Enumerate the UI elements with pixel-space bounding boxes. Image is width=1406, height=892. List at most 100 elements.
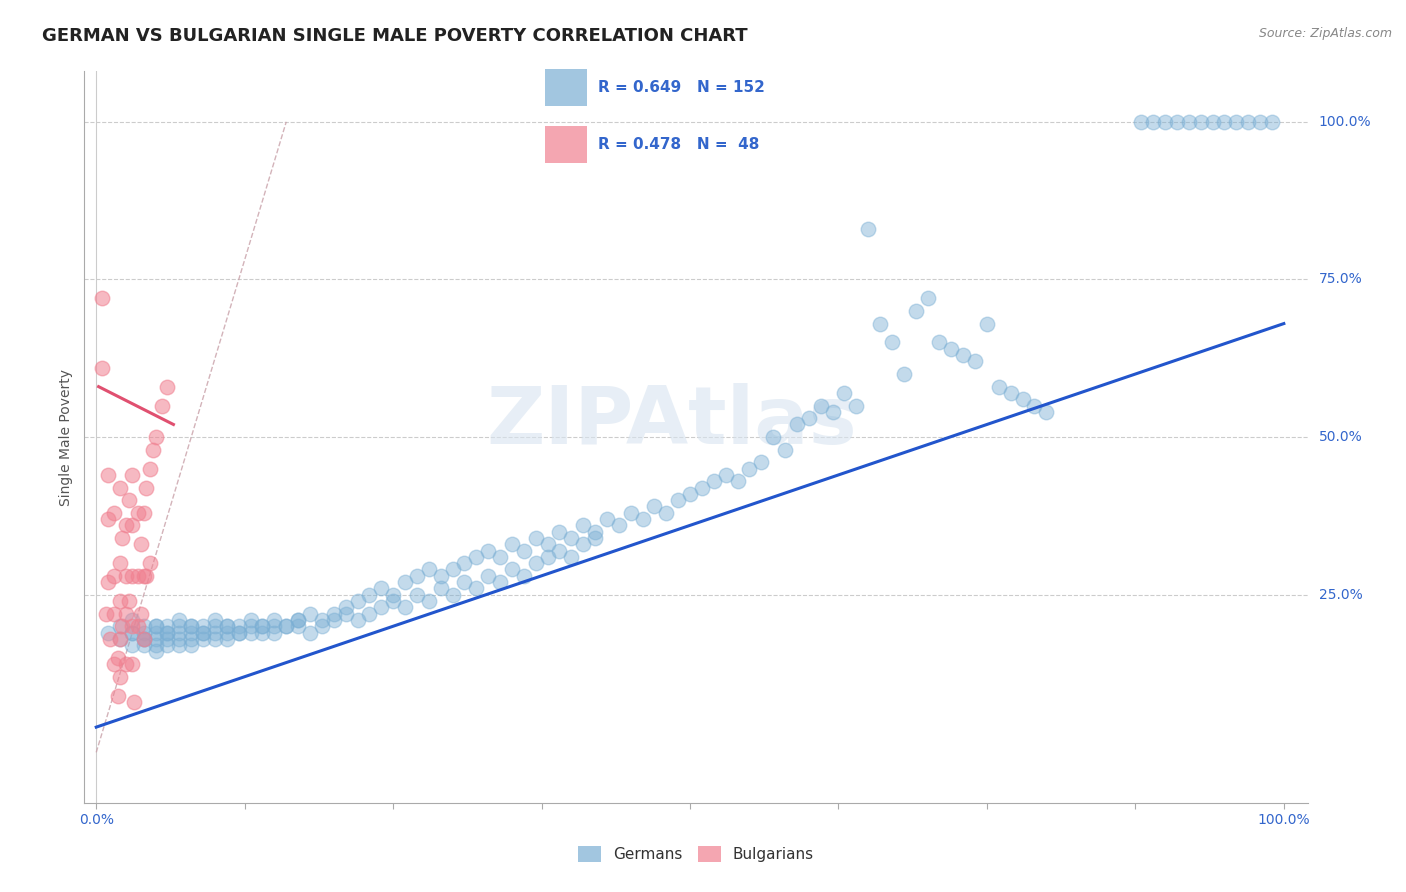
Point	[121, 569, 143, 583]
Point	[359, 588, 381, 602]
Point	[108, 670, 131, 684]
Point	[252, 619, 274, 633]
Point	[142, 442, 165, 457]
Point	[749, 455, 772, 469]
Point	[180, 619, 202, 633]
Point	[797, 411, 820, 425]
Point	[91, 360, 114, 375]
Point	[382, 588, 405, 602]
Point	[322, 613, 344, 627]
Point	[298, 607, 321, 621]
Point	[145, 632, 167, 646]
Point	[121, 619, 143, 633]
Point	[132, 632, 155, 646]
Point	[191, 632, 214, 646]
Point	[127, 506, 149, 520]
Point	[904, 304, 927, 318]
Point	[1011, 392, 1033, 407]
Point	[1130, 115, 1153, 129]
Point	[263, 625, 285, 640]
Point	[738, 461, 761, 475]
Point	[127, 569, 149, 583]
Point	[1213, 115, 1236, 129]
Point	[465, 582, 488, 596]
Point	[1201, 115, 1223, 129]
Point	[156, 625, 179, 640]
Point	[489, 549, 512, 564]
Point	[100, 632, 122, 646]
Point	[856, 222, 879, 236]
Point	[370, 582, 392, 596]
Point	[1189, 115, 1212, 129]
Point	[513, 543, 536, 558]
Point	[91, 291, 114, 305]
Point	[548, 524, 571, 539]
Point	[121, 613, 143, 627]
Point	[121, 625, 143, 640]
Point	[138, 556, 160, 570]
Point	[976, 317, 998, 331]
Point	[132, 619, 155, 633]
Point	[103, 607, 125, 621]
Point	[145, 430, 167, 444]
Point	[204, 625, 226, 640]
Point	[191, 619, 214, 633]
Text: GERMAN VS BULGARIAN SINGLE MALE POVERTY CORRELATION CHART: GERMAN VS BULGARIAN SINGLE MALE POVERTY …	[42, 27, 748, 45]
Point	[169, 613, 191, 627]
Point	[169, 638, 191, 652]
Point	[560, 549, 582, 564]
Point	[406, 588, 429, 602]
Point	[169, 632, 191, 646]
Point	[132, 569, 155, 583]
Point	[169, 619, 191, 633]
Point	[524, 556, 547, 570]
Point	[418, 562, 440, 576]
Point	[138, 461, 160, 475]
Point	[359, 607, 381, 621]
Point	[215, 619, 238, 633]
Point	[107, 650, 129, 665]
Legend: Germans, Bulgarians: Germans, Bulgarians	[572, 840, 820, 868]
Point	[869, 317, 891, 331]
Point	[132, 632, 155, 646]
Point	[429, 569, 451, 583]
Point	[215, 625, 238, 640]
Point	[583, 531, 606, 545]
Point	[762, 430, 785, 444]
Point	[111, 531, 134, 545]
Point	[97, 467, 120, 482]
Point	[880, 335, 903, 350]
Point	[132, 625, 155, 640]
Point	[311, 619, 333, 633]
Text: 75.0%: 75.0%	[1319, 272, 1362, 286]
Point	[1237, 115, 1260, 129]
Point	[228, 625, 250, 640]
Point	[513, 569, 536, 583]
Point	[145, 644, 167, 658]
Point	[145, 619, 167, 633]
Point	[477, 569, 499, 583]
Point	[228, 619, 250, 633]
Point	[180, 632, 202, 646]
Point	[1000, 386, 1022, 401]
Point	[132, 632, 155, 646]
Point	[97, 625, 120, 640]
Point	[131, 607, 153, 621]
Point	[1225, 115, 1247, 129]
Point	[180, 619, 202, 633]
Point	[103, 657, 125, 671]
Point	[572, 537, 595, 551]
Point	[239, 619, 262, 633]
Point	[524, 531, 547, 545]
Point	[121, 657, 143, 671]
Point	[679, 487, 702, 501]
Point	[191, 625, 214, 640]
Text: 100.0%: 100.0%	[1319, 115, 1371, 128]
Point	[952, 348, 974, 362]
Point	[204, 632, 226, 646]
Point	[239, 625, 262, 640]
Point	[287, 613, 309, 627]
Point	[834, 386, 856, 401]
Point	[335, 607, 357, 621]
Point	[108, 594, 131, 608]
